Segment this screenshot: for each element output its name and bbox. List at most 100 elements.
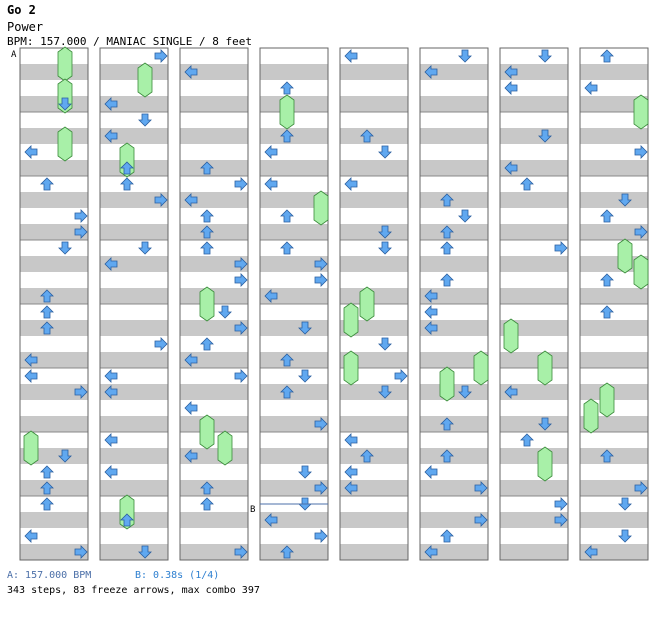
beat-band — [100, 256, 168, 272]
beat-band — [500, 480, 568, 496]
beat-band — [180, 128, 248, 144]
measure-column — [339, 47, 409, 561]
step-arrow-icon — [200, 337, 214, 351]
beat-band — [580, 160, 648, 176]
beat-band — [580, 64, 648, 80]
step-arrow-icon — [104, 433, 118, 447]
step-arrow-icon — [154, 337, 168, 351]
step-arrow-icon — [264, 145, 278, 159]
freeze-arrow-icon — [313, 190, 329, 226]
beat-band — [20, 224, 88, 240]
measure-column — [259, 47, 329, 561]
beat-band — [20, 416, 88, 432]
freeze-arrow-icon — [343, 350, 359, 386]
beat-band — [340, 160, 408, 176]
beat-band — [340, 256, 408, 272]
beat-band — [500, 448, 568, 464]
beat-band — [100, 128, 168, 144]
beat-band — [180, 320, 248, 336]
step-arrow-icon — [218, 305, 232, 319]
beat-band — [180, 224, 248, 240]
beat-band — [100, 192, 168, 208]
beat-band — [100, 416, 168, 432]
step-arrow-icon — [200, 209, 214, 223]
beat-band — [180, 192, 248, 208]
beat-band — [260, 64, 328, 80]
beat-band — [500, 128, 568, 144]
step-arrow-icon — [120, 177, 134, 191]
freeze-arrow-icon — [359, 286, 375, 322]
beat-band — [420, 512, 488, 528]
step-arrow-icon — [600, 49, 614, 63]
measure-column — [579, 47, 649, 561]
beat-band — [180, 256, 248, 272]
beat-band — [420, 128, 488, 144]
beat-band — [180, 512, 248, 528]
beat-band — [340, 64, 408, 80]
beat-band — [180, 384, 248, 400]
beat-band — [500, 288, 568, 304]
beat-band — [180, 64, 248, 80]
beat-band — [100, 480, 168, 496]
beat-band — [500, 96, 568, 112]
measure-column — [19, 46, 89, 561]
step-arrow-icon — [264, 177, 278, 191]
freeze-arrow-icon — [217, 430, 233, 466]
beat-band — [420, 288, 488, 304]
beat-band — [420, 352, 488, 368]
beat-band — [340, 384, 408, 400]
step-arrow-icon — [24, 369, 38, 383]
beat-band — [180, 480, 248, 496]
beat-band — [180, 96, 248, 112]
beat-band — [500, 224, 568, 240]
beat-band — [420, 64, 488, 80]
step-arrow-icon — [344, 177, 358, 191]
beat-band — [260, 448, 328, 464]
step-arrow-icon — [314, 273, 328, 287]
beat-band — [100, 448, 168, 464]
step-arrow-icon — [634, 145, 648, 159]
chart-title: Go 2 — [7, 3, 36, 17]
beat-band — [100, 384, 168, 400]
beat-band — [340, 192, 408, 208]
step-arrow-icon — [40, 465, 54, 479]
step-arrow-icon — [280, 209, 294, 223]
step-arrow-icon — [554, 241, 568, 255]
beat-band — [20, 512, 88, 528]
step-arrow-icon — [458, 49, 472, 63]
measure-column — [419, 47, 489, 561]
step-arrow-icon — [344, 49, 358, 63]
beat-band — [260, 384, 328, 400]
beat-band — [20, 288, 88, 304]
column-border — [259, 47, 329, 561]
step-arrow-icon — [378, 241, 392, 255]
step-arrow-icon — [74, 209, 88, 223]
step-arrow-icon — [378, 145, 392, 159]
step-arrow-icon — [424, 465, 438, 479]
beat-band — [260, 192, 328, 208]
beat-band — [260, 544, 328, 560]
freeze-arrow-icon — [199, 414, 215, 450]
beat-band — [420, 224, 488, 240]
step-arrow-icon — [440, 529, 454, 543]
freeze-arrow-icon — [199, 286, 215, 322]
beat-band — [260, 160, 328, 176]
step-arrow-icon — [600, 209, 614, 223]
column-border — [419, 47, 489, 561]
freeze-arrow-icon — [599, 382, 615, 418]
beat-band — [340, 544, 408, 560]
step-arrow-icon — [618, 529, 632, 543]
beat-band — [580, 512, 648, 528]
step-chart: A B — [11, 46, 649, 561]
beat-band — [20, 128, 88, 144]
freeze-arrow-icon — [503, 318, 519, 354]
step-arrow-icon — [280, 81, 294, 95]
step-arrow-icon — [600, 273, 614, 287]
step-arrow-icon — [280, 241, 294, 255]
step-arrow-icon — [344, 465, 358, 479]
beat-band — [20, 352, 88, 368]
step-arrow-icon — [234, 273, 248, 287]
beat-band — [260, 224, 328, 240]
freeze-arrow-icon — [57, 126, 73, 162]
beat-band — [20, 480, 88, 496]
